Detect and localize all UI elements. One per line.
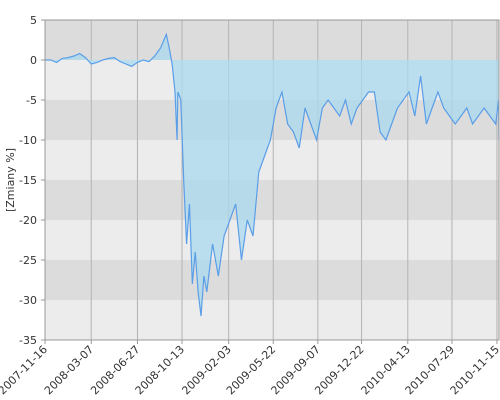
band <box>45 220 499 260</box>
band <box>45 140 499 180</box>
band <box>45 300 499 340</box>
y-tick-label: -20 <box>19 214 37 227</box>
y-tick-label: 5 <box>30 14 37 27</box>
line <box>45 32 500 317</box>
y-tick-label: -35 <box>19 334 37 347</box>
y-tick-label: -10 <box>19 134 37 147</box>
band <box>45 20 499 60</box>
plot-frame <box>44 19 500 341</box>
y-tick-label: -15 <box>19 174 37 187</box>
y-tick-label: -5 <box>26 94 37 107</box>
y-tick-label: -30 <box>19 294 37 307</box>
y-axis-label: [Zmiany %] <box>4 148 17 212</box>
y-tick-label: -25 <box>19 254 37 267</box>
band <box>45 180 499 220</box>
band <box>45 260 499 300</box>
y-tick-label: 0 <box>30 54 37 67</box>
area <box>45 34 499 317</box>
